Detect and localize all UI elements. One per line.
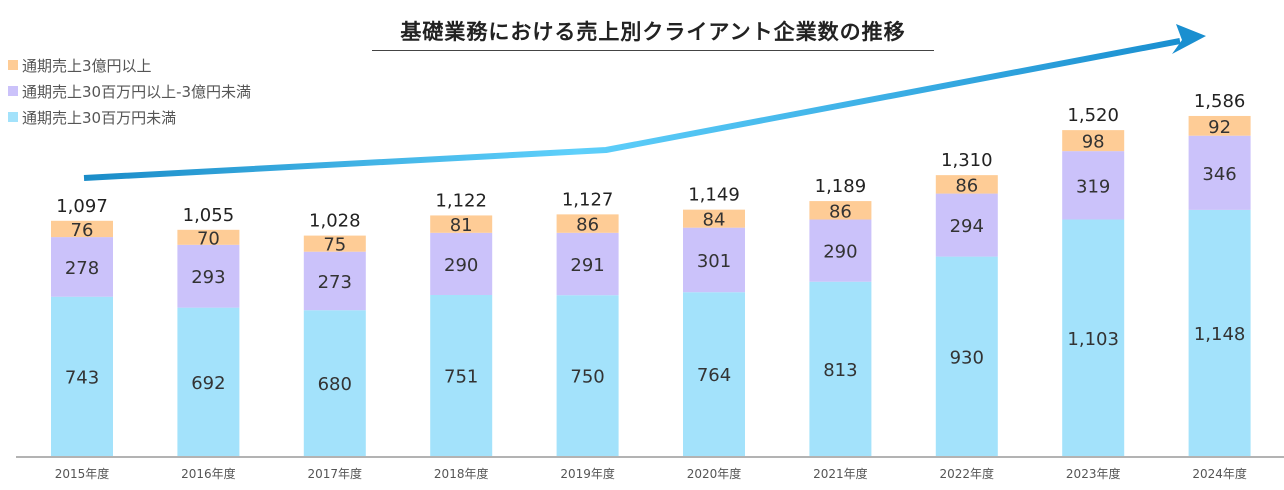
segment-value-label: 70	[197, 228, 220, 249]
bar-segment-30m-to-300m	[430, 232, 493, 295]
bar-segment-under-30m	[1188, 209, 1251, 456]
x-tick-label: 2024年度	[1192, 466, 1247, 481]
title-underline	[372, 50, 934, 51]
total-value-label: 1,520	[1067, 105, 1119, 126]
legend-swatch	[8, 86, 18, 96]
bar-segment-over-300m	[809, 201, 872, 220]
bar-segment-30m-to-300m	[1188, 135, 1251, 210]
segment-value-label: 86	[829, 201, 852, 222]
segment-value-label: 743	[65, 367, 99, 388]
x-tick-label: 2019年度	[560, 466, 615, 481]
bar-segment-under-30m	[51, 296, 113, 456]
segment-value-label: 301	[697, 251, 731, 272]
bar-segment-30m-to-300m	[556, 232, 619, 296]
bar-segment-over-300m	[51, 220, 113, 238]
x-tick-label: 2022年度	[940, 466, 995, 481]
segment-value-label: 278	[65, 258, 99, 279]
segment-value-label: 813	[823, 360, 857, 381]
bar-segment-under-30m	[556, 295, 619, 456]
legend: 通期売上3億円以上 通期売上30百万円以上-3億円未満 通期売上30百万円未満	[8, 52, 251, 130]
bar-segment-over-300m	[935, 175, 998, 194]
legend-label: 通期売上30百万円以上-3億円未満	[22, 82, 252, 101]
total-value-label: 1,127	[562, 189, 614, 210]
segment-value-label: 86	[955, 175, 978, 196]
trend-arrow-head	[1172, 24, 1206, 54]
legend-label: 通期売上3億円以上	[22, 56, 152, 75]
bar-segment-over-300m	[430, 215, 493, 233]
x-tick-label: 2015年度	[55, 466, 110, 481]
x-tick-label: 2017年度	[308, 466, 363, 481]
legend-item-over-300m: 通期売上3億円以上	[8, 52, 251, 78]
x-tick-label: 2016年度	[181, 466, 236, 481]
segment-value-label: 1,148	[1194, 324, 1246, 345]
segment-value-label: 692	[191, 373, 225, 394]
bar-segment-over-300m	[1188, 115, 1251, 136]
segment-value-label: 750	[570, 367, 604, 388]
bar-segment-over-300m	[177, 229, 240, 245]
bar-segment-under-30m	[1062, 219, 1125, 456]
x-tick-label: 2023年度	[1066, 466, 1121, 481]
total-value-label: 1,055	[183, 205, 235, 226]
bar-segment-under-30m	[177, 307, 240, 456]
bar-segment-under-30m	[683, 292, 745, 456]
segment-value-label: 291	[570, 255, 604, 276]
legend-item-under-30m: 通期売上30百万円未満	[8, 104, 251, 130]
bar-segment-30m-to-300m	[809, 219, 872, 282]
legend-item-30m-to-300m: 通期売上30百万円以上-3億円未満	[8, 78, 251, 104]
segment-value-label: 764	[697, 365, 731, 386]
segment-value-label: 76	[71, 220, 94, 241]
total-value-label: 1,028	[309, 211, 361, 232]
total-value-label: 1,122	[435, 190, 487, 211]
bar-segment-under-30m	[809, 281, 872, 456]
segment-value-label: 81	[450, 215, 473, 236]
segment-value-label: 680	[318, 374, 352, 395]
segment-value-label: 86	[576, 215, 599, 236]
bar-segment-30m-to-300m	[935, 193, 998, 257]
segment-value-label: 290	[444, 255, 478, 276]
bar-segment-over-300m	[683, 209, 745, 228]
total-value-label: 1,149	[688, 185, 740, 206]
segment-value-label: 319	[1076, 176, 1110, 197]
total-value-label: 1,586	[1194, 91, 1246, 112]
bar-segment-over-300m	[1062, 130, 1125, 152]
segment-value-label: 273	[318, 272, 352, 293]
trend-arrow-line	[83, 38, 1181, 181]
bar-segment-30m-to-300m	[1062, 151, 1125, 220]
bar-segment-30m-to-300m	[177, 244, 240, 308]
legend-label: 通期売上30百万円未満	[22, 108, 177, 127]
bar-segment-under-30m	[430, 294, 493, 456]
segment-value-label: 290	[823, 242, 857, 263]
x-tick-label: 2021年度	[813, 466, 868, 481]
chart-title: 基礎業務における売上別クライアント企業数の推移	[400, 20, 906, 44]
trend-arrow	[83, 24, 1206, 181]
bar-segment-under-30m	[935, 256, 998, 456]
segment-value-label: 92	[1208, 117, 1231, 138]
bar-segment-under-30m	[303, 310, 366, 456]
total-value-label: 1,097	[56, 196, 108, 217]
segment-value-label: 98	[1082, 132, 1105, 153]
bar-segment-over-300m	[303, 235, 366, 252]
legend-swatch	[8, 112, 18, 122]
bar-segment-over-300m	[556, 214, 619, 233]
segment-value-label: 930	[950, 347, 984, 368]
segment-value-label: 75	[323, 235, 346, 256]
bar-segment-30m-to-300m	[51, 237, 113, 297]
total-value-label: 1,189	[815, 176, 867, 197]
bar-segment-30m-to-300m	[683, 227, 745, 293]
segment-value-label: 1,103	[1067, 329, 1119, 350]
x-tick-label: 2018年度	[434, 466, 489, 481]
segment-value-label: 293	[191, 267, 225, 288]
bar-segment-30m-to-300m	[303, 251, 366, 311]
total-value-label: 1,310	[941, 150, 993, 171]
segment-value-label: 84	[703, 210, 726, 231]
x-tick-label: 2020年度	[687, 466, 742, 481]
segment-value-label: 751	[444, 366, 478, 387]
legend-swatch	[8, 60, 18, 70]
segment-value-label: 346	[1202, 164, 1236, 185]
segment-value-label: 294	[950, 216, 984, 237]
